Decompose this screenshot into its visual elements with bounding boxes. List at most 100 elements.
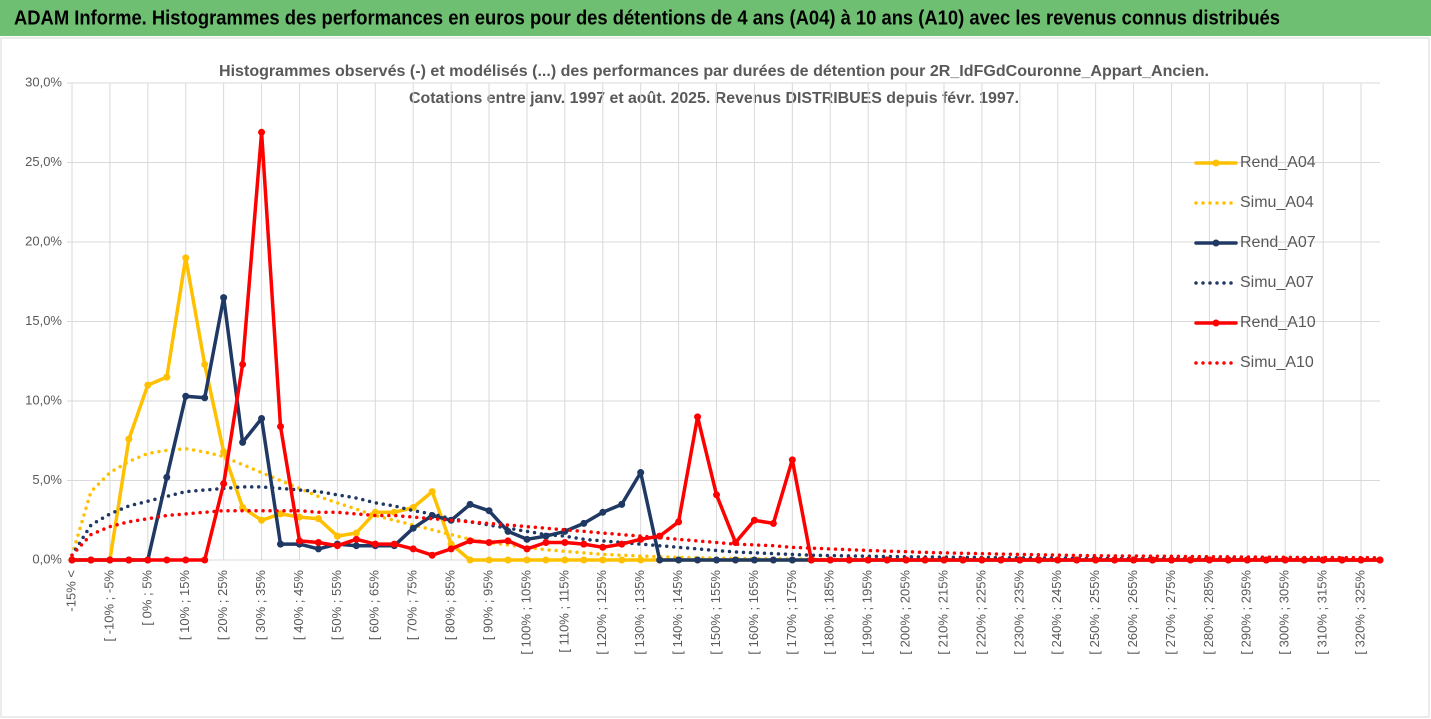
data-point — [125, 556, 133, 564]
y-tick-label: 15,0% — [25, 313, 62, 328]
data-point — [466, 500, 474, 508]
data-point — [466, 537, 474, 545]
data-point — [504, 537, 512, 545]
data-point — [959, 556, 967, 564]
data-point — [1035, 556, 1043, 564]
chart-title: Histogrammes observés (-) et modélisés (… — [219, 63, 1209, 80]
data-point — [485, 539, 493, 547]
data-point — [447, 545, 455, 553]
data-point — [580, 540, 588, 548]
data-point — [1167, 556, 1175, 564]
data-point — [352, 542, 360, 550]
x-tick-label: [ 190% ; 195% — [860, 570, 875, 655]
data-point — [163, 556, 171, 564]
data-point — [68, 556, 76, 564]
x-tick-label: [ 170% ; 175% — [784, 570, 799, 655]
data-point — [87, 556, 95, 564]
x-tick-label: [ 270% ; 275% — [1163, 570, 1178, 655]
data-point — [1111, 556, 1119, 564]
legend-marker — [1212, 239, 1220, 247]
data-point — [940, 556, 948, 564]
data-point — [201, 394, 209, 402]
x-tick-label: [ 130% ; 135% — [632, 570, 647, 655]
data-point — [883, 556, 891, 564]
data-point — [239, 504, 247, 512]
data-point — [921, 556, 929, 564]
data-point — [333, 532, 341, 540]
x-tick-label: [ 200% ; 205% — [898, 570, 913, 655]
x-tick-label: [ 250% ; 255% — [1087, 570, 1102, 655]
x-tick-label: [ 120% ; 125% — [594, 570, 609, 655]
data-point — [220, 480, 228, 488]
data-point — [314, 539, 322, 547]
data-point — [637, 469, 645, 477]
legend-label: Simu_A10 — [1240, 354, 1314, 371]
data-point — [258, 414, 266, 422]
legend-label: Rend_A07 — [1240, 234, 1316, 251]
legend-label: Simu_A04 — [1240, 194, 1314, 211]
data-point — [352, 535, 360, 543]
data-point — [504, 556, 512, 564]
data-point — [258, 516, 266, 524]
data-point — [333, 542, 341, 550]
data-point — [277, 540, 285, 548]
x-tick-label: [ 90% ; 95% — [480, 570, 495, 641]
x-tick-label: [ 210% ; 215% — [935, 570, 950, 655]
x-tick-label: [ 10% ; 15% — [177, 570, 192, 641]
data-point — [485, 556, 493, 564]
chart: Histogrammes observés (-) et modélisés (… — [219, 63, 1209, 107]
header-title: ADAM Informe. Histogrammes des performan… — [14, 7, 1280, 29]
x-tick-label: [ 100% ; 105% — [518, 570, 533, 655]
data-point — [352, 529, 360, 537]
data-point — [599, 543, 607, 551]
data-point — [371, 540, 379, 548]
y-tick-label: 0,0% — [32, 551, 62, 566]
x-tick-label: [ 150% ; 155% — [708, 570, 723, 655]
data-point — [485, 507, 493, 515]
x-tick-label: [ 140% ; 145% — [670, 570, 685, 655]
data-point — [163, 473, 171, 481]
data-point — [656, 556, 664, 564]
data-point — [769, 519, 777, 527]
data-point — [1073, 556, 1081, 564]
x-tick-label: [ 110% ; 115% — [556, 570, 571, 653]
data-point — [277, 510, 285, 518]
x-tick-label: [ -10% ; -5% — [101, 570, 116, 642]
x-tick-label: [ 160% ; 165% — [746, 570, 761, 655]
y-tick-label: 5,0% — [32, 472, 62, 487]
y-tick-label: 20,0% — [25, 233, 62, 248]
data-point — [220, 448, 228, 456]
legend-label: Simu_A07 — [1240, 274, 1314, 291]
data-point — [1092, 556, 1100, 564]
data-point — [523, 556, 531, 564]
data-point — [769, 556, 777, 564]
data-point — [561, 556, 569, 564]
data-point — [144, 381, 152, 389]
data-point — [1262, 556, 1270, 564]
data-point — [675, 518, 683, 526]
x-tick-label: [ 50% ; 55% — [329, 570, 344, 641]
data-point — [466, 556, 474, 564]
legend-marker — [1212, 159, 1220, 167]
data-point — [182, 392, 190, 400]
legend-label: Rend_A04 — [1240, 154, 1316, 171]
data-point — [542, 556, 550, 564]
chart-subtitle: Cotations entre janv. 1997 et août. 2025… — [409, 90, 1019, 107]
data-point — [314, 545, 322, 553]
data-point — [599, 508, 607, 516]
data-point — [409, 545, 417, 553]
data-point — [239, 360, 247, 368]
data-point — [144, 556, 152, 564]
data-point — [580, 556, 588, 564]
data-point — [845, 556, 853, 564]
data-point — [1149, 556, 1157, 564]
x-tick-label: [ 70% ; 75% — [405, 570, 420, 641]
data-point — [750, 556, 758, 564]
data-point — [523, 535, 531, 543]
data-point — [618, 556, 626, 564]
data-point — [807, 556, 815, 564]
data-point — [637, 556, 645, 564]
x-tick-label: [ 30% ; 35% — [253, 570, 268, 641]
data-point — [239, 438, 247, 446]
